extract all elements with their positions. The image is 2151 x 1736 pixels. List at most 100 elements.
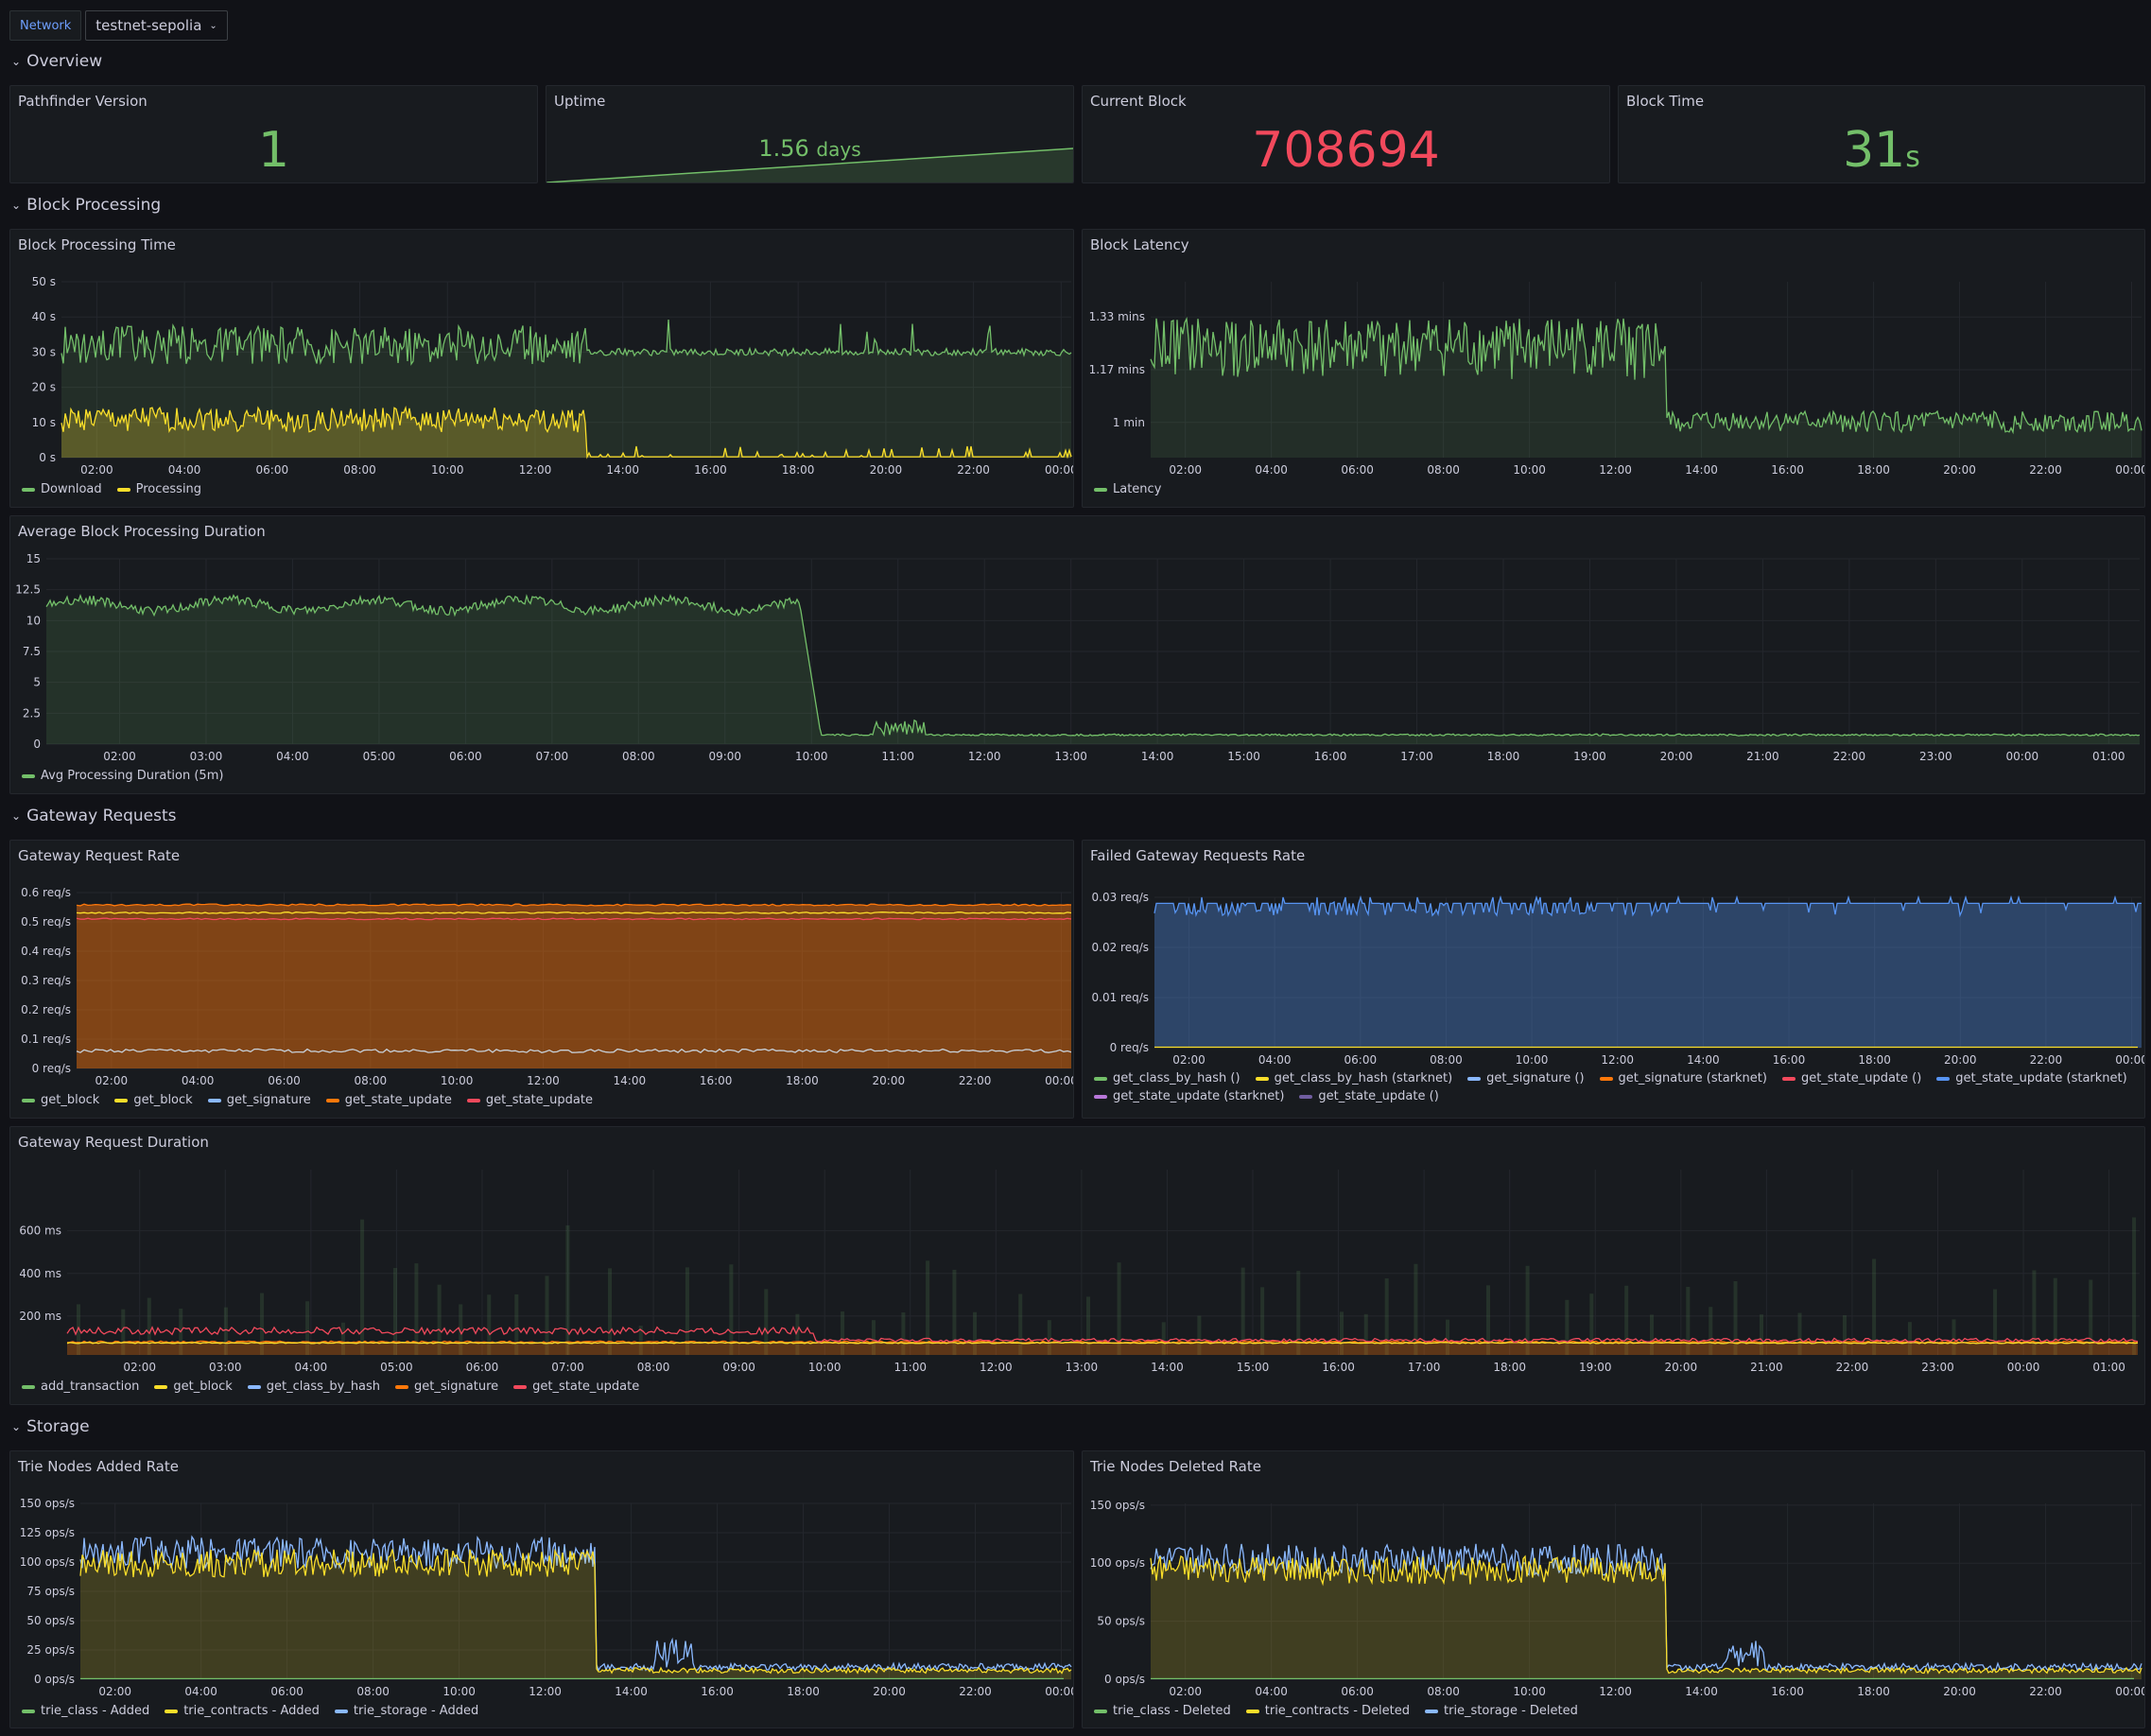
trie-storage-line	[1150, 1543, 2142, 1673]
y-tick-label: 0.2 req/s	[21, 1003, 71, 1016]
panel-uptime[interactable]: Uptime 1.56 days	[546, 85, 1074, 183]
y-tick-label: 0.5 req/s	[21, 915, 71, 929]
legend-item[interactable]: trie_storage - Deleted	[1425, 1704, 1578, 1718]
get-state-update-failed-area	[1154, 897, 2142, 1048]
legend-item[interactable]: Download	[22, 482, 102, 496]
legend-item[interactable]: get_block	[114, 1093, 193, 1107]
add-transaction-bar	[1842, 1315, 1847, 1355]
x-tick-label: 10:00	[795, 750, 828, 763]
x-tick-label: 07:00	[536, 750, 569, 763]
legend-item[interactable]: get_signature	[207, 1093, 311, 1107]
x-tick-label: 18:00	[782, 463, 815, 477]
panel-pathfinder-version[interactable]: Pathfinder Version 1	[9, 85, 538, 183]
row-block-processing[interactable]: ⌄ Block Processing	[11, 192, 161, 218]
panel-current-block[interactable]: Current Block 708694	[1082, 85, 1610, 183]
panel-gateway-request-rate[interactable]: Gateway Request Rate 0 req/s 0.1 req/s 0.2 …	[9, 840, 1074, 1119]
y-tick-label: 0 req/s	[1110, 1041, 1149, 1054]
legend-item[interactable]: get_state_update (starknet)	[1936, 1071, 2127, 1085]
panel-trie-deleted-rate[interactable]: Trie Nodes Deleted Rate 0 ops/s 50 ops/s 10…	[1082, 1450, 2145, 1728]
y-tick-label: 15	[26, 552, 41, 565]
get-state-update-b-line	[76, 917, 1072, 921]
legend-item[interactable]: get_block	[22, 1093, 99, 1107]
x-tick-label: 18:00	[1487, 750, 1520, 763]
get-state-update-line	[66, 1326, 2139, 1344]
legend-item[interactable]: Avg Processing Duration (5m)	[22, 769, 223, 783]
legend-label: trie_contracts - Deleted	[1264, 1704, 1410, 1718]
add-transaction-bar	[487, 1294, 492, 1355]
network-variable-select[interactable]: testnet-sepolia ⌄	[85, 10, 228, 41]
legend-swatch	[1255, 1076, 1269, 1081]
chevron-down-icon: ⌄	[11, 55, 22, 68]
panel-title: Block Processing Time	[18, 236, 176, 253]
legend-item[interactable]: get_class_by_hash ()	[1094, 1071, 1240, 1085]
x-tick-label: 06:00	[449, 750, 482, 763]
variable-bar: Network testnet-sepolia ⌄	[9, 10, 228, 41]
y-tick-label: 40 s	[32, 310, 56, 323]
panel-block-time[interactable]: Block Time 31s	[1618, 85, 2145, 183]
add-transaction-bar	[360, 1219, 365, 1355]
panel-trie-added-rate[interactable]: Trie Nodes Added Rate 0 ops/s 25 ops/s 50 o…	[9, 1450, 1074, 1728]
add-transaction-bar	[545, 1276, 549, 1355]
x-tick-label: 04:00	[1255, 463, 1288, 477]
legend-item[interactable]: Processing	[116, 482, 201, 496]
x-tick-label: 08:00	[355, 1074, 388, 1087]
legend-item[interactable]: get_signature ()	[1467, 1071, 1585, 1085]
legend-item[interactable]: trie_class - Deleted	[1094, 1704, 1231, 1718]
legend-label: get_state_update (starknet)	[1955, 1071, 2127, 1085]
legend-item[interactable]: get_signature	[395, 1380, 498, 1394]
download-line	[61, 319, 1072, 366]
row-gateway-requests[interactable]: ⌄ Gateway Requests	[11, 803, 176, 829]
legend-swatch	[165, 1709, 179, 1713]
get-signature-line	[76, 1048, 1072, 1053]
legend-item[interactable]: get_state_update ()	[1299, 1089, 1439, 1103]
legend-swatch	[154, 1384, 168, 1389]
legend-item[interactable]: get_block	[154, 1380, 233, 1394]
legend-swatch	[1425, 1709, 1438, 1713]
x-tick-label: 22:00	[2029, 1685, 2062, 1698]
x-tick-label: 22:00	[957, 463, 990, 477]
legend-item[interactable]: get_state_update ()	[1781, 1071, 1921, 1085]
add-transaction-bar	[1339, 1311, 1344, 1355]
chevron-down-icon: ⌄	[11, 809, 22, 823]
row-storage[interactable]: ⌄ Storage	[11, 1414, 90, 1440]
add-transaction-bar	[392, 1267, 397, 1355]
legend-item[interactable]: get_class_by_hash	[247, 1380, 380, 1394]
processing-line	[61, 406, 1072, 460]
x-tick-label: 14:00	[1685, 463, 1718, 477]
legend-item[interactable]: get_class_by_hash (starknet)	[1255, 1071, 1452, 1085]
uptime-number: 1.56	[758, 135, 809, 162]
block-processing-time-chart: 0 s 10 s 20 s 30 s 40 s 50 s 02:00 04:00 06:00 08…	[32, 275, 1073, 477]
legend-item[interactable]: get_signature (starknet)	[1599, 1071, 1767, 1085]
legend-item[interactable]: add_transaction	[22, 1380, 139, 1394]
add-transaction-bar	[1296, 1271, 1301, 1355]
row-overview[interactable]: ⌄ Overview	[11, 48, 102, 75]
legend-item[interactable]: Latency	[1094, 482, 1161, 496]
add-transaction-bar	[1872, 1259, 1877, 1355]
panel-failed-gateway-rate[interactable]: Failed Gateway Requests Rate 0 req/s 0.01 …	[1082, 840, 2145, 1119]
panel-average-block-processing[interactable]: Average Block Processing Duration 0 2.5 5 7.…	[9, 515, 2145, 794]
legend-item[interactable]: get_state_update	[513, 1380, 639, 1394]
x-tick-label: 15:00	[1227, 750, 1260, 763]
legend-item[interactable]: trie_contracts - Added	[165, 1704, 320, 1718]
legend-item[interactable]: trie_storage - Added	[334, 1704, 478, 1718]
panel-gateway-request-duration[interactable]: Gateway Request Duration 200 ms 400 ms 600 …	[9, 1126, 2145, 1405]
add-transaction-bar	[147, 1297, 151, 1355]
add-transaction-bar	[340, 1322, 345, 1355]
chevron-down-icon: ⌄	[11, 199, 22, 212]
legend-item[interactable]: trie_contracts - Deleted	[1245, 1704, 1410, 1718]
add-transaction-bar	[1117, 1262, 1121, 1355]
panel-block-processing-time[interactable]: Block Processing Time 0 s 10 s 20 s 30 s 40 s…	[9, 229, 1074, 508]
add-transaction-bar	[841, 1311, 845, 1355]
block-time-number: 31	[1843, 122, 1906, 179]
x-tick-label: 12:00	[1599, 463, 1632, 477]
x-tick-label: 04:00	[1258, 1053, 1292, 1067]
legend-item[interactable]: trie_class - Added	[22, 1704, 149, 1718]
x-tick-label: 08:00	[1430, 1053, 1463, 1067]
get-state-update-a-area	[77, 904, 1071, 1068]
legend-item[interactable]: get_state_update	[466, 1093, 593, 1107]
y-tick-label: 0 s	[39, 451, 56, 464]
panel-block-latency[interactable]: Block Latency 1 min 1.17 mins 1.33 mins 02:0…	[1082, 229, 2145, 508]
legend-swatch	[1094, 1076, 1107, 1081]
legend-item[interactable]: get_state_update (starknet)	[1094, 1089, 1284, 1103]
legend-item[interactable]: get_state_update	[325, 1093, 452, 1107]
